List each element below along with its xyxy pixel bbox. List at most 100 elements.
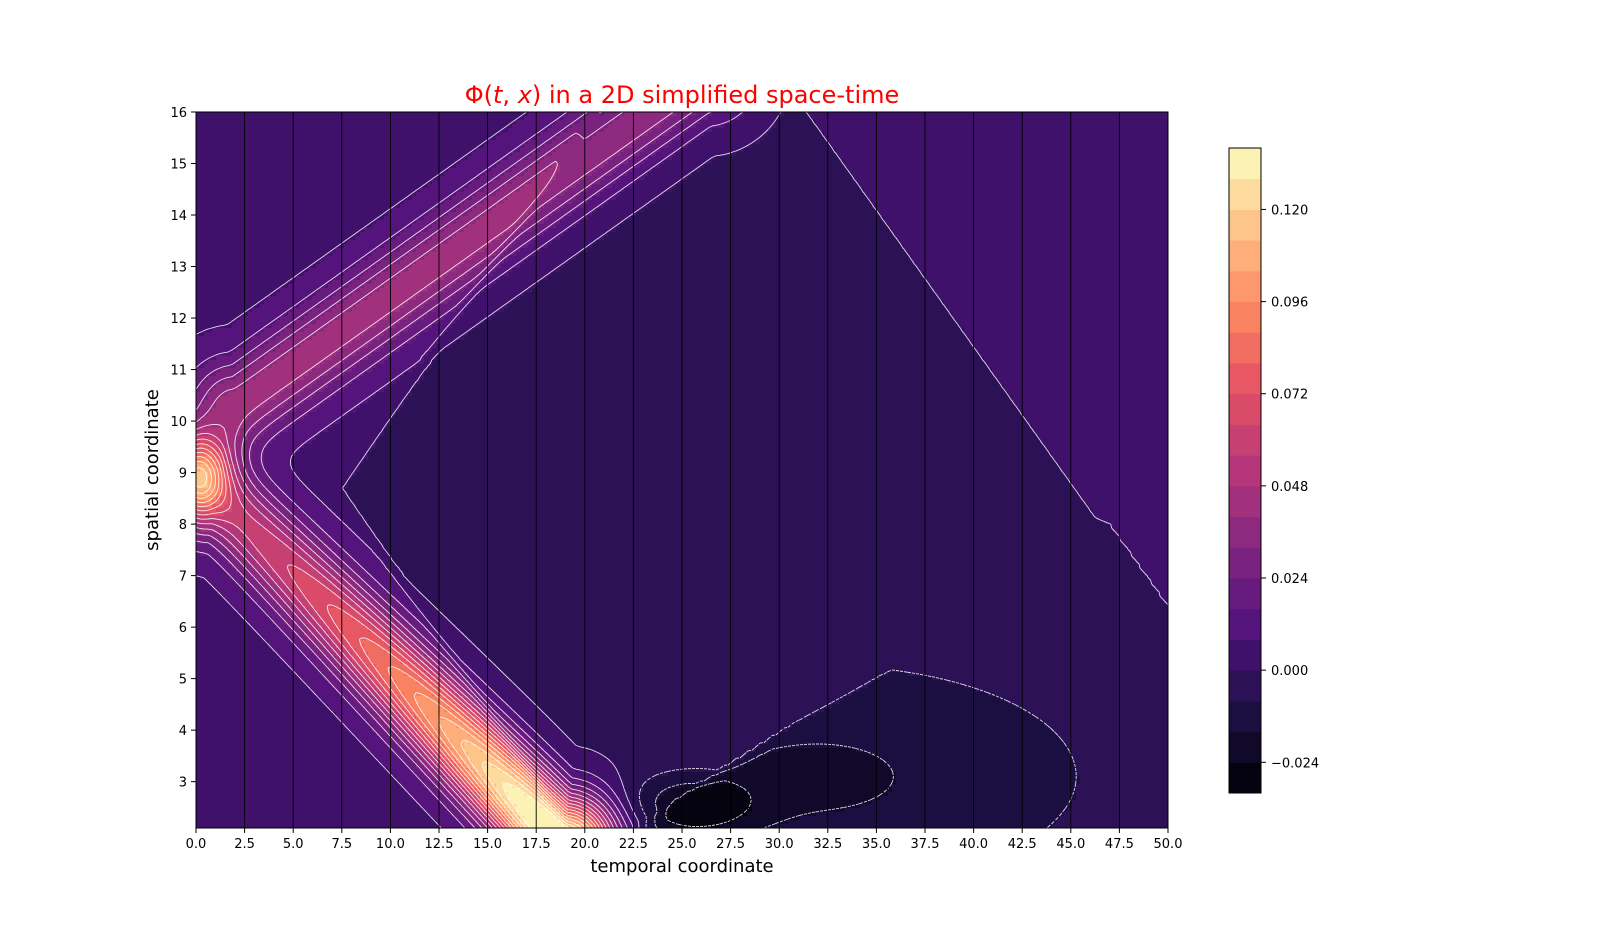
heatmap-cell [328,632,333,637]
heatmap-cell [892,784,1077,789]
heatmap-cell [384,544,1125,549]
heatmap-cell [572,788,589,793]
heatmap-cell [452,780,457,785]
heatmap-cell [472,816,481,821]
heatmap-cell [400,332,421,337]
heatmap-cell [492,720,497,725]
heatmap-cell [196,568,225,573]
heatmap-cell [252,464,265,469]
heatmap-cell [524,736,533,741]
heatmap-cell [408,764,417,769]
heatmap-cell [480,704,485,709]
heatmap-cell [908,252,1168,257]
heatmap-cell [296,620,305,625]
heatmap-cell [488,268,497,273]
heatmap-cell [256,600,269,605]
heatmap-cell [508,736,513,741]
heatmap-cell [620,808,625,813]
heatmap-cell [348,356,369,361]
heatmap-cell [620,800,633,805]
heatmap-cell [356,648,365,653]
heatmap-cell [304,484,349,489]
heatmap-cell [456,660,465,665]
heatmap-cell [312,308,333,313]
heatmap-cell [480,676,509,681]
heatmap-cell [208,392,229,397]
heatmap-cell [296,580,321,585]
heatmap-cell [604,780,625,785]
heatmap-cell [196,244,345,249]
heatmap-cell [360,664,369,669]
heatmap-cell [504,760,509,765]
heatmap-cell [312,576,325,581]
heatmap-cell [492,208,533,213]
heatmap-cell [424,752,433,757]
heatmap-cell [492,800,497,805]
heatmap-cell [336,664,341,669]
heatmap-cell [424,784,437,789]
heatmap-cell [508,740,513,745]
heatmap-cell [512,784,525,789]
heatmap-cell [452,688,461,693]
heatmap-cell [1084,500,1168,505]
heatmap-cell [600,180,617,185]
heatmap-cell [368,520,1105,525]
heatmap-cell [304,680,329,685]
heatmap-cell [256,484,265,489]
heatmap-cell [600,752,749,757]
heatmap-cell [892,788,1077,793]
heatmap-cell [668,144,689,149]
heatmap-cell [908,672,1168,677]
heatmap-cell [236,580,249,585]
heatmap-cell [572,136,585,141]
heatmap-cell [220,440,229,445]
heatmap-cell [400,204,441,209]
heatmap-cell [504,724,513,729]
heatmap-cell [608,796,621,801]
heatmap-cell [544,144,561,149]
heatmap-cell [436,676,441,681]
heatmap-cell [196,444,201,449]
heatmap-cell [524,144,545,149]
heatmap-cell [488,748,497,753]
heatmap-cell [736,760,753,765]
heatmap-cell [500,816,505,821]
heatmap-cell [752,796,881,801]
heatmap-cell [860,688,977,693]
heatmap-cell [432,816,457,821]
heatmap-cell [508,196,541,201]
heatmap-cell [556,724,793,729]
heatmap-cell [440,800,453,805]
heatmap-cell [252,540,281,545]
heatmap-cell [532,764,537,769]
heatmap-cell [1076,488,1168,493]
heatmap-cell [196,228,365,233]
heatmap-cell [784,112,809,117]
heatmap-cell [520,732,529,737]
heatmap-cell [196,608,237,613]
heatmap-cell [416,336,441,341]
heatmap-cell [196,748,369,753]
heatmap-cell [616,228,893,233]
heatmap-cell [484,692,497,697]
heatmap-cell [428,620,453,625]
heatmap-cell [220,540,229,545]
heatmap-cell [532,700,841,705]
heatmap-cell [1052,728,1168,733]
heatmap-cell [432,692,441,697]
heatmap-cell [688,128,713,133]
heatmap-cell [464,708,473,713]
heatmap-cell [380,624,389,629]
heatmap-cell [512,228,521,233]
heatmap-cell [872,680,949,685]
heatmap-cell [252,336,277,341]
heatmap-cell [560,804,565,809]
heatmap-cell [196,440,201,445]
heatmap-cell [768,752,869,757]
heatmap-cell [1008,392,1168,397]
heatmap-cell [264,300,305,305]
heatmap-cell [276,524,285,529]
heatmap-cell [212,440,221,445]
heatmap-cell [584,796,593,801]
